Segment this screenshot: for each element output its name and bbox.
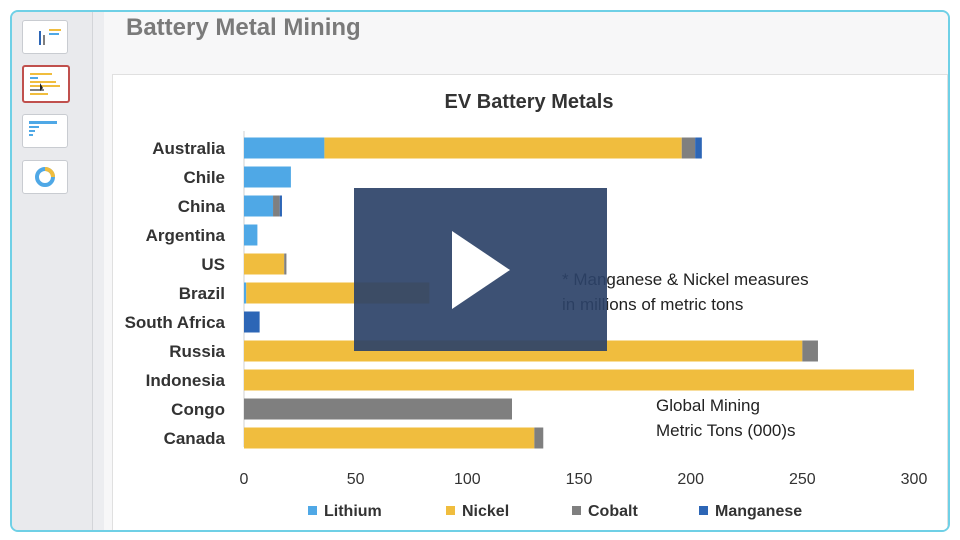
- slide-thumbnail-2[interactable]: [22, 65, 70, 103]
- x-tick-label: 200: [677, 471, 704, 488]
- category-label: South Africa: [125, 313, 226, 332]
- slide-thumbnail-4[interactable]: [22, 160, 68, 194]
- bar-segment: [244, 369, 914, 391]
- bar-segment: [695, 137, 702, 159]
- category-label: Congo: [171, 400, 225, 419]
- bar-segment: [802, 340, 818, 362]
- slide-thumbnail-1[interactable]: [22, 20, 68, 54]
- bar-segment: [244, 427, 535, 449]
- legend-label: Cobalt: [588, 503, 638, 520]
- category-label: Argentina: [146, 226, 226, 245]
- video-frame: Battery Metal Mining EV Battery Metals Au…: [10, 10, 950, 532]
- bar-segment: [244, 224, 258, 246]
- bar-segment: [244, 398, 512, 420]
- legend-label: Nickel: [462, 503, 509, 520]
- x-tick-label: 100: [454, 471, 481, 488]
- legend-swatch: [446, 506, 455, 515]
- bar-segment: [244, 282, 247, 304]
- bar-segment: [244, 166, 291, 188]
- bar-segment: [324, 137, 682, 159]
- thumbnail-2-preview: [30, 73, 60, 95]
- category-label: Russia: [169, 342, 225, 361]
- slide-thumbnail-3[interactable]: [22, 114, 68, 148]
- x-tick-label: 0: [240, 471, 249, 488]
- bar-segment: [244, 311, 260, 333]
- play-icon[interactable]: [452, 231, 510, 309]
- chart-area: EV Battery Metals Australia Chile China Arge…: [112, 74, 948, 530]
- legend-swatch: [572, 506, 581, 515]
- chart-annotation-line: Metric Tons (000)s: [656, 421, 796, 440]
- category-label: Canada: [164, 429, 226, 448]
- legend-label: Lithium: [324, 503, 382, 520]
- chart-annotation-line: * Manganese & Nickel measures: [562, 270, 809, 289]
- bar-segment: [681, 137, 696, 159]
- bar-segment: [244, 195, 274, 217]
- bar-segment: [244, 253, 285, 275]
- bar-segment: [244, 137, 325, 159]
- chart-annotation-line: in millions of metric tons: [562, 295, 743, 314]
- thumbnail-4-preview: [35, 167, 55, 187]
- category-label: US: [201, 255, 225, 274]
- bar-segment: [273, 195, 280, 217]
- slide-thumbnails-panel: [12, 12, 93, 530]
- x-tick-label: 250: [789, 471, 816, 488]
- category-label: Chile: [183, 168, 225, 187]
- slide-title: Battery Metal Mining: [126, 14, 361, 41]
- legend-swatch: [699, 506, 708, 515]
- bar-segment: [279, 195, 282, 217]
- bar-segment: [534, 427, 544, 449]
- bar-segment: [284, 253, 287, 275]
- legend-swatch: [308, 506, 317, 515]
- thumbnail-1-preview: [39, 29, 61, 45]
- ev-battery-metals-chart: EV Battery Metals Australia Chile China Arge…: [125, 91, 928, 520]
- category-label: Brazil: [179, 284, 225, 303]
- category-label: Australia: [152, 139, 225, 158]
- x-tick-label: 300: [901, 471, 928, 488]
- chart-title: EV Battery Metals: [445, 91, 614, 113]
- category-label: Indonesia: [146, 371, 226, 390]
- chart-annotation-line: Global Mining: [656, 396, 760, 415]
- legend-label: Manganese: [715, 503, 802, 520]
- x-tick-label: 50: [347, 471, 365, 488]
- x-tick-label: 150: [566, 471, 593, 488]
- category-label: China: [178, 197, 226, 216]
- thumbnail-3-preview: [29, 121, 57, 136]
